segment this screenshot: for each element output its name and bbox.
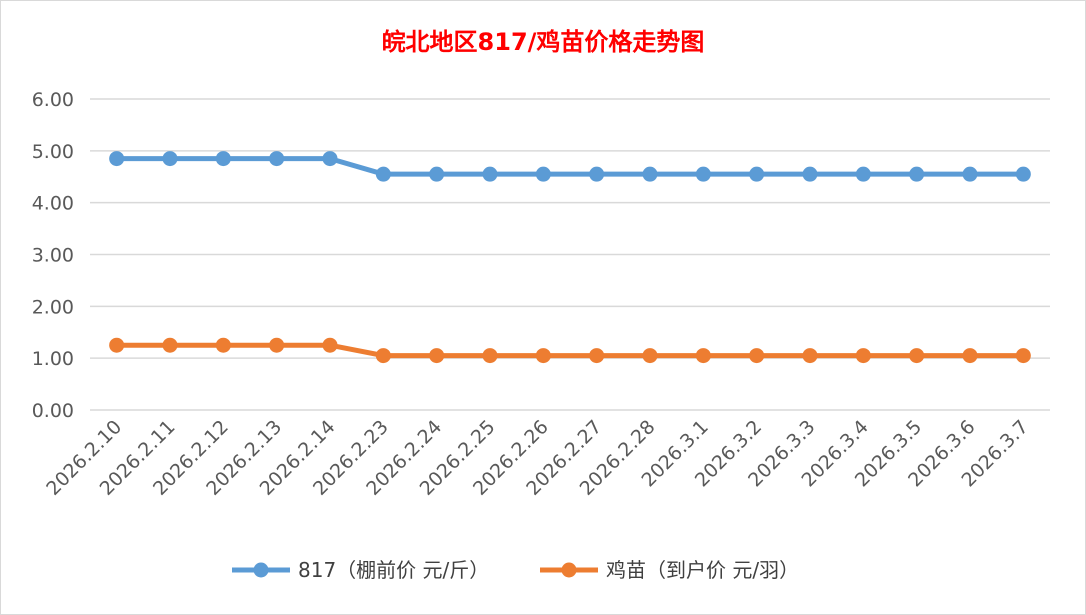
data-point <box>322 337 338 353</box>
data-point <box>642 348 658 364</box>
data-point <box>909 348 925 364</box>
data-point <box>535 348 551 364</box>
data-point <box>375 348 391 364</box>
y-tick-label: 0.00 <box>32 400 74 422</box>
data-point <box>589 348 605 364</box>
data-point <box>535 166 551 182</box>
data-point <box>109 151 125 167</box>
data-point <box>429 166 445 182</box>
data-point <box>109 337 125 353</box>
data-point <box>749 166 765 182</box>
data-point <box>429 348 445 364</box>
data-point <box>909 166 925 182</box>
data-point <box>695 166 711 182</box>
data-point <box>802 166 818 182</box>
legend-label: 817（棚前价 元/斤） <box>298 558 489 582</box>
data-point <box>162 337 178 353</box>
data-point <box>695 348 711 364</box>
data-point <box>802 348 818 364</box>
data-point <box>642 166 658 182</box>
legend-item-0: 817（棚前价 元/斤） <box>232 558 489 582</box>
y-tick-label: 3.00 <box>32 245 74 267</box>
legend-item-1: 鸡苗（到户价 元/羽） <box>540 558 799 582</box>
legend-marker-icon <box>561 562 577 578</box>
legend-label: 鸡苗（到户价 元/羽） <box>606 558 799 582</box>
data-point <box>482 348 498 364</box>
data-point <box>375 166 391 182</box>
data-point <box>962 166 978 182</box>
y-tick-label: 6.00 <box>32 89 74 111</box>
series-line-0 <box>116 156 1024 177</box>
data-point <box>215 151 231 167</box>
data-point <box>749 348 765 364</box>
legend-marker-icon <box>253 562 269 578</box>
chart-title: 皖北地区817/鸡苗价格走势图 <box>382 28 705 56</box>
series-line-1 <box>116 342 1024 359</box>
y-tick-label: 1.00 <box>32 348 74 370</box>
data-point <box>269 151 285 167</box>
data-point <box>322 151 338 167</box>
data-point <box>269 337 285 353</box>
data-point <box>962 348 978 364</box>
data-point <box>855 348 871 364</box>
data-point <box>162 151 178 167</box>
data-point <box>589 166 605 182</box>
y-tick-label: 2.00 <box>32 296 74 318</box>
data-point <box>855 166 871 182</box>
data-point <box>1015 348 1031 364</box>
y-tick-label: 5.00 <box>32 141 74 163</box>
data-point <box>482 166 498 182</box>
data-point <box>1015 166 1031 182</box>
data-point <box>215 337 231 353</box>
y-tick-label: 4.00 <box>32 193 74 215</box>
